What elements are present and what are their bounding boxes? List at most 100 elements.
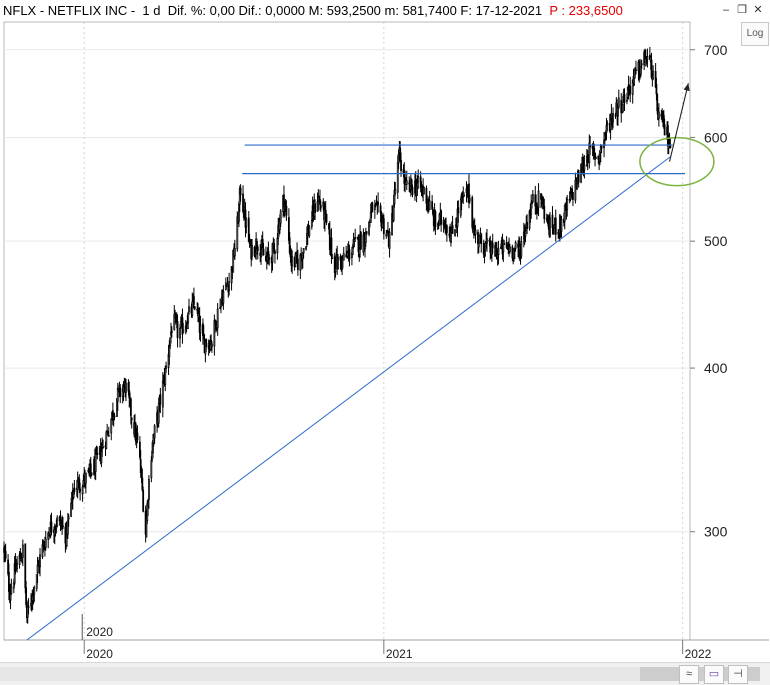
candle-body xyxy=(431,201,434,210)
candle-body xyxy=(314,203,316,213)
candle-body xyxy=(405,180,408,185)
candle-body xyxy=(503,243,506,245)
candle-body xyxy=(285,205,288,216)
candle-body xyxy=(39,554,41,568)
zigzag-icon[interactable]: ≈ xyxy=(679,665,699,684)
candle-body xyxy=(450,231,452,244)
candle-body xyxy=(102,446,104,449)
candle-body xyxy=(73,487,76,493)
candle-body xyxy=(302,248,305,254)
pin-icon[interactable]: ⊣ xyxy=(728,665,748,684)
log-scale-toggle[interactable]: Log xyxy=(741,22,769,46)
candle-body xyxy=(365,231,368,234)
candle-body xyxy=(385,233,388,237)
candle-body xyxy=(635,69,637,72)
candle-body xyxy=(600,145,603,149)
candle-body xyxy=(468,198,471,202)
candle-body xyxy=(511,246,514,259)
candle-body xyxy=(300,253,303,258)
candle-body xyxy=(273,243,276,250)
candle-body xyxy=(268,257,271,260)
candle-body xyxy=(138,441,141,458)
candle-body xyxy=(116,387,119,402)
candle-body xyxy=(509,246,511,253)
candle-body xyxy=(537,190,540,208)
candle-body xyxy=(400,159,402,171)
candle-body xyxy=(119,387,122,397)
candle-body xyxy=(239,187,242,196)
candle-body xyxy=(150,460,153,479)
candle-body xyxy=(161,380,164,408)
candle-body xyxy=(572,192,574,200)
candle-body xyxy=(170,330,173,334)
candle-body xyxy=(478,235,481,244)
candle-body xyxy=(96,452,99,455)
x-marker-label: 2020 xyxy=(86,625,113,639)
candle-body xyxy=(360,232,362,250)
candle-body xyxy=(130,417,133,421)
y-tick-label: 300 xyxy=(704,524,728,540)
x-tick-label: 2022 xyxy=(685,647,712,661)
candle-body xyxy=(56,517,59,527)
candle-body xyxy=(84,472,87,484)
candle-body xyxy=(451,225,454,234)
candle-body xyxy=(187,312,190,323)
candle-body xyxy=(153,425,156,439)
candle-body xyxy=(491,242,494,249)
candle-body xyxy=(348,249,351,260)
candle-body xyxy=(291,255,294,267)
close-icon[interactable]: ✕ xyxy=(753,4,763,16)
candle-body xyxy=(669,145,672,149)
forecast-arrow xyxy=(668,83,689,162)
save-icon[interactable]: ▭ xyxy=(704,665,724,684)
candle-body xyxy=(445,225,448,234)
candle-body xyxy=(560,218,563,232)
candle-body xyxy=(188,306,190,313)
candle-body xyxy=(27,605,30,608)
candle-body xyxy=(655,84,658,95)
candle-body xyxy=(663,124,666,136)
candle-body xyxy=(382,218,385,235)
candle-body xyxy=(267,250,270,257)
candle-body xyxy=(623,94,626,103)
candle-body xyxy=(325,213,328,223)
candle-body xyxy=(531,194,534,203)
candle-body xyxy=(211,343,213,348)
candle-body xyxy=(10,586,13,594)
candle-body xyxy=(222,291,225,304)
candle-body xyxy=(434,211,437,227)
candle-body xyxy=(520,241,523,257)
candle-body xyxy=(593,147,596,153)
candle-body xyxy=(89,463,92,472)
horizontal-scrollbar[interactable] xyxy=(0,667,640,681)
highlight-ellipse xyxy=(639,136,715,187)
candle-body xyxy=(617,97,620,108)
candle-body xyxy=(497,247,500,256)
window-controls: – ❐ ✕ xyxy=(720,4,764,16)
x-tick-label: 2021 xyxy=(386,647,413,661)
candle-body xyxy=(374,204,377,207)
candle-body xyxy=(566,198,569,210)
candle-body xyxy=(159,394,162,405)
price-chart[interactable]: 300 400 500 600 700 2020 2021 2022 2020 xyxy=(0,0,770,662)
candle-body xyxy=(606,123,609,126)
candle-body xyxy=(125,382,127,394)
candle-body xyxy=(324,209,327,214)
candle-body xyxy=(193,306,196,310)
candle-body xyxy=(165,365,167,370)
plot-area xyxy=(3,21,691,641)
candle-body xyxy=(502,240,505,253)
candle-body xyxy=(646,56,649,60)
candle-body xyxy=(176,321,179,339)
candle-body xyxy=(417,176,420,183)
candle-body xyxy=(514,242,517,249)
candle-body xyxy=(583,164,586,171)
bottom-toolbar: ≈ ▭ ⊣ xyxy=(0,662,770,685)
candle-body xyxy=(70,503,73,517)
minimize-icon[interactable]: – xyxy=(722,4,730,16)
restore-icon[interactable]: ❐ xyxy=(737,4,747,16)
candle-body xyxy=(129,398,132,417)
candle-body xyxy=(614,114,617,117)
candle-body xyxy=(44,538,47,548)
